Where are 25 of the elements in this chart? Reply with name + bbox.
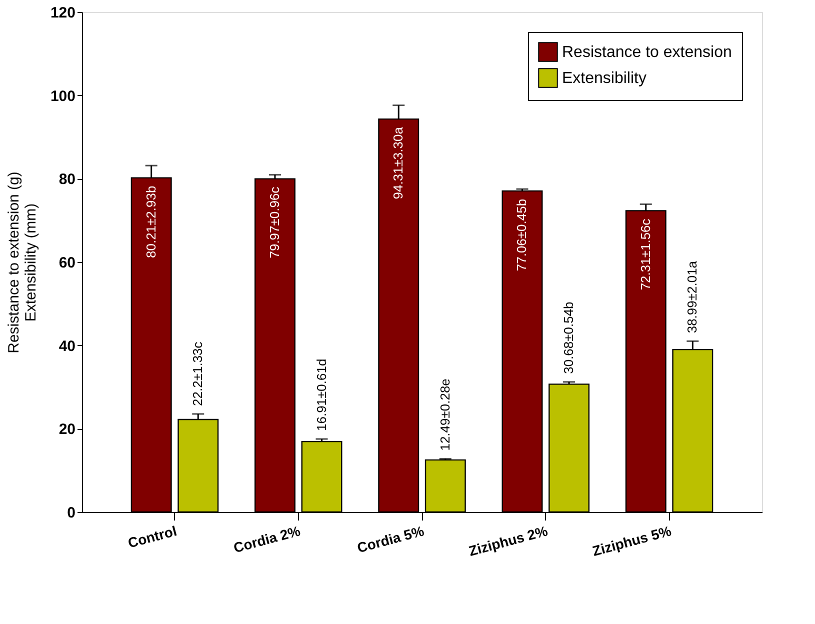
y-tick-label: 40 (58, 338, 76, 355)
data-label: 77.06±0.45b (514, 198, 530, 272)
data-label: 38.99±2.01a (684, 260, 700, 334)
data-label: 72.31±1.56c (638, 218, 653, 290)
data-label: 16.91±0.61d (314, 358, 329, 431)
x-tick-label: Ziziphus 2% (466, 522, 550, 559)
x-tick-label: Cordia 5% (355, 522, 426, 556)
y-tick-label: 0 (67, 504, 76, 522)
y-tick-label: 60 (58, 254, 76, 272)
y-tick-label: 120 (50, 4, 76, 22)
data-label: 12.49±0.28e (437, 378, 452, 451)
x-tick-label: Cordia 2% (232, 522, 303, 556)
data-label: 80.21±2.93b (143, 186, 158, 258)
data-label: 79.97±0.96c (266, 186, 282, 258)
legend-label: Extensibility (562, 70, 646, 87)
y-tick-label: 20 (58, 421, 76, 438)
data-label: 22.2±1.33c (190, 341, 206, 406)
x-tick-label: Ziziphus 5% (590, 522, 674, 559)
data-label: 30.68±0.54b (561, 302, 576, 374)
legend-label: Resistance to extension (562, 44, 732, 61)
y-tick-label: 100 (50, 88, 76, 105)
data-label: 94.31±3.30a (390, 126, 406, 200)
x-tick-label: Control (126, 522, 178, 551)
y-tick-label: 80 (58, 171, 76, 188)
y-axis-title: Resistance to extension (g) Extensibility (mm) (5, 172, 40, 354)
